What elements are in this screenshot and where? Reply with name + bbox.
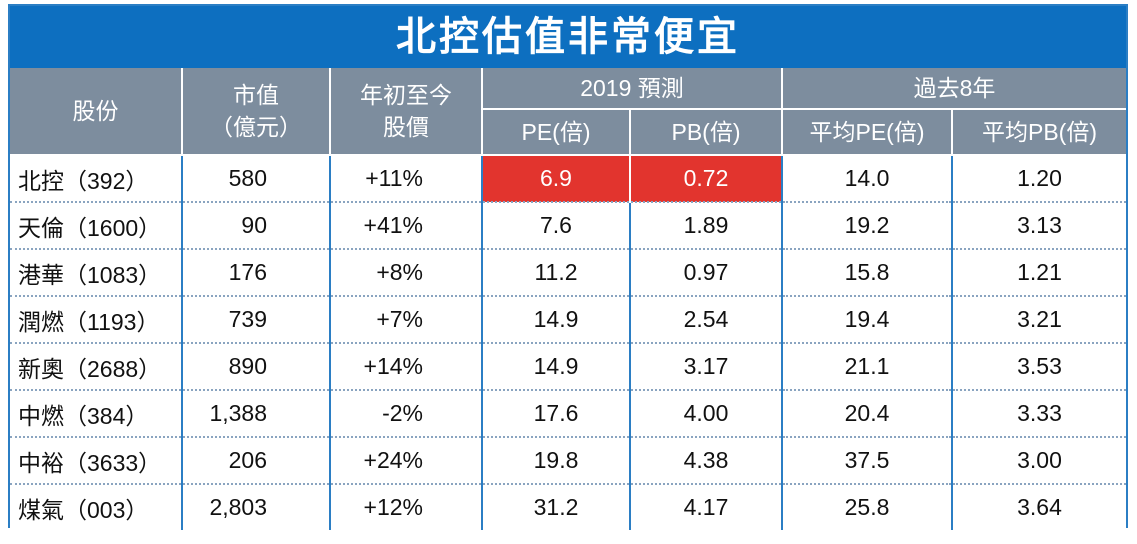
cell-market-cap: 176 bbox=[182, 249, 331, 297]
cell-ytd: +11% bbox=[330, 155, 483, 203]
table-row: 天倫（1600） 90 +41% 7.6 1.89 19.2 3.13 bbox=[10, 202, 1127, 250]
cell-stock: 潤燃（1193） bbox=[10, 296, 183, 344]
cell-avg-pe: 19.2 bbox=[782, 202, 953, 250]
table-row: 中裕（3633） 206 +24% 19.8 4.38 37.5 3.00 bbox=[10, 437, 1127, 485]
cell-pb: 1.89 bbox=[630, 202, 783, 250]
cell-pe: 11.2 bbox=[482, 249, 631, 297]
valuation-table: 股份 市值 （億元） 年初至今 股價 2019 預測 過去8年 PE(倍) PB… bbox=[10, 68, 1127, 530]
cell-ytd: +14% bbox=[330, 343, 483, 391]
table-row: 中燃（384） 1,388 -2% 17.6 4.00 20.4 3.33 bbox=[10, 390, 1127, 438]
cell-avg-pb: 3.53 bbox=[952, 343, 1127, 391]
valuation-table-panel: 北控估值非常便宜 股份 市值 （億元） 年初至今 股價 2019 預 bbox=[8, 4, 1128, 530]
cell-avg-pe: 25.8 bbox=[782, 484, 953, 530]
cell-avg-pe: 19.4 bbox=[782, 296, 953, 344]
cell-pe: 17.6 bbox=[482, 390, 631, 438]
cell-stock: 新奧（2688） bbox=[10, 343, 183, 391]
cell-avg-pb: 3.13 bbox=[952, 202, 1127, 250]
cell-ytd: +41% bbox=[330, 202, 483, 250]
cell-avg-pe: 15.8 bbox=[782, 249, 953, 297]
cell-avg-pb: 1.20 bbox=[952, 155, 1127, 203]
cell-market-cap: 580 bbox=[182, 155, 331, 203]
cell-market-cap: 739 bbox=[182, 296, 331, 344]
cell-pe: 14.9 bbox=[482, 343, 631, 391]
cell-ytd: +8% bbox=[330, 249, 483, 297]
header-forecast-group: 2019 預測 bbox=[482, 68, 783, 110]
cell-market-cap: 1,388 bbox=[182, 390, 331, 438]
header-ytd: 年初至今 股價 bbox=[330, 68, 483, 156]
cell-stock: 中裕（3633） bbox=[10, 437, 183, 485]
cell-avg-pb: 3.00 bbox=[952, 437, 1127, 485]
table-row: 新奧（2688） 890 +14% 14.9 3.17 21.1 3.53 bbox=[10, 343, 1127, 391]
table-row: 煤氣（003） 2,803 +12% 31.2 4.17 25.8 3.64 bbox=[10, 484, 1127, 530]
cell-avg-pe: 21.1 bbox=[782, 343, 953, 391]
cell-market-cap: 90 bbox=[182, 202, 331, 250]
header-ytd-line2: 股價 bbox=[383, 114, 429, 140]
table-row: 潤燃（1193） 739 +7% 14.9 2.54 19.4 3.21 bbox=[10, 296, 1127, 344]
cell-pb: 0.97 bbox=[630, 249, 783, 297]
header-market-cap-line2: （億元） bbox=[210, 114, 302, 140]
cell-avg-pb: 3.21 bbox=[952, 296, 1127, 344]
header-pb: PB(倍) bbox=[630, 109, 783, 156]
cell-pe: 14.9 bbox=[482, 296, 631, 344]
header-past-group: 過去8年 bbox=[782, 68, 1127, 110]
cell-pe: 7.6 bbox=[482, 202, 631, 250]
cell-pb: 2.54 bbox=[630, 296, 783, 344]
cell-stock: 煤氣（003） bbox=[10, 484, 183, 530]
cell-pe: 19.8 bbox=[482, 437, 631, 485]
cell-avg-pb: 3.33 bbox=[952, 390, 1127, 438]
cell-avg-pe: 14.0 bbox=[782, 155, 953, 203]
table-title: 北控估值非常便宜 bbox=[10, 6, 1126, 68]
header-market-cap: 市值 （億元） bbox=[182, 68, 331, 156]
cell-ytd: -2% bbox=[330, 390, 483, 438]
header-avg-pb: 平均PB(倍) bbox=[952, 109, 1127, 156]
cell-avg-pb: 3.64 bbox=[952, 484, 1127, 530]
header-ytd-line1: 年初至今 bbox=[360, 82, 452, 108]
cell-stock: 港華（1083） bbox=[10, 249, 183, 297]
cell-pb: 4.38 bbox=[630, 437, 783, 485]
cell-ytd: +24% bbox=[330, 437, 483, 485]
header-pe: PE(倍) bbox=[482, 109, 631, 156]
header-avg-pe: 平均PE(倍) bbox=[782, 109, 953, 156]
cell-avg-pb: 1.21 bbox=[952, 249, 1127, 297]
header-stock: 股份 bbox=[10, 68, 183, 156]
cell-stock: 天倫（1600） bbox=[10, 202, 183, 250]
cell-market-cap: 890 bbox=[182, 343, 331, 391]
cell-pe-highlight: 6.9 bbox=[482, 155, 631, 203]
cell-ytd: +7% bbox=[330, 296, 483, 344]
table-row: 港華（1083） 176 +8% 11.2 0.97 15.8 1.21 bbox=[10, 249, 1127, 297]
cell-stock: 北控（392） bbox=[10, 155, 183, 203]
cell-ytd: +12% bbox=[330, 484, 483, 530]
cell-avg-pe: 37.5 bbox=[782, 437, 953, 485]
table-row: 北控（392） 580 +11% 6.9 0.72 14.0 1.20 bbox=[10, 155, 1127, 203]
cell-pb-highlight: 0.72 bbox=[630, 155, 783, 203]
cell-pb: 4.00 bbox=[630, 390, 783, 438]
cell-pb: 4.17 bbox=[630, 484, 783, 530]
cell-market-cap: 206 bbox=[182, 437, 331, 485]
cell-avg-pe: 20.4 bbox=[782, 390, 953, 438]
header-market-cap-line1: 市值 bbox=[233, 82, 279, 108]
cell-pe: 31.2 bbox=[482, 484, 631, 530]
cell-pb: 3.17 bbox=[630, 343, 783, 391]
cell-market-cap: 2,803 bbox=[182, 484, 331, 530]
cell-stock: 中燃（384） bbox=[10, 390, 183, 438]
